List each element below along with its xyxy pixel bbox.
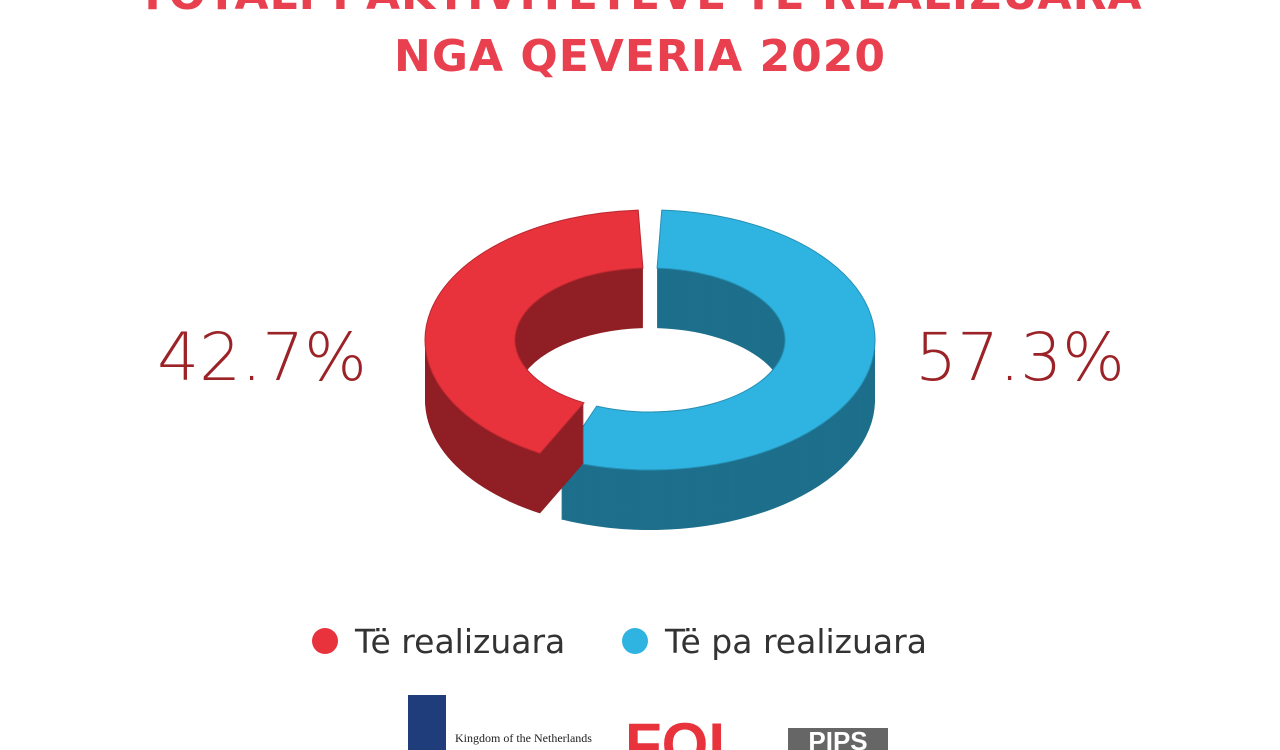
slice <box>424 209 644 454</box>
logo-text: PIPS <box>808 726 867 750</box>
netherlands-emblem <box>408 695 446 750</box>
legend-label: Të pa realizuara <box>664 622 927 661</box>
title-line: TOTALI I AKTIVITETEVE TË REALIZUARA <box>0 0 1280 26</box>
logo-text: Kingdom of the Netherlands <box>455 731 592 745</box>
chart-title: TOTALI I AKTIVITETEVE TË REALIZUARA NGA … <box>0 0 1280 88</box>
value-label: 42.7% <box>157 319 367 396</box>
logo-text: FOI <box>625 711 725 750</box>
title-line: NGA QEVERIA 2020 <box>394 31 886 82</box>
slice <box>560 209 876 471</box>
legend-marker <box>622 628 648 654</box>
pips-box <box>788 728 888 750</box>
legend-label: Të realizuara <box>354 622 565 661</box>
legend-marker <box>312 628 338 654</box>
logos: Kingdom of the Netherlands FOI PIPS <box>408 695 888 750</box>
value-label: 57.3% <box>915 319 1125 396</box>
